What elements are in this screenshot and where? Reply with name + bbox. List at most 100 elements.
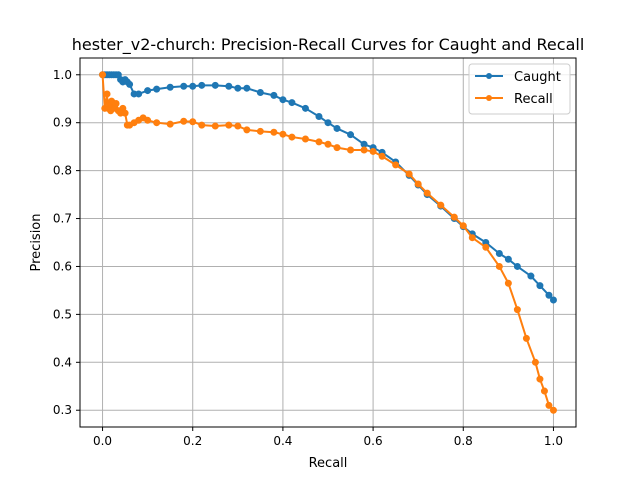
y-tick-label: 0.3 xyxy=(53,403,72,417)
data-point-caught xyxy=(324,119,332,127)
data-point-caught xyxy=(234,84,242,92)
data-point-recall xyxy=(166,120,174,128)
series-recall xyxy=(99,71,557,414)
data-point-caught xyxy=(135,90,143,98)
data-point-recall xyxy=(414,180,422,188)
data-point-recall xyxy=(270,128,278,136)
y-tick-label: 1.0 xyxy=(53,68,72,82)
data-point-caught xyxy=(360,140,368,148)
data-point-caught xyxy=(153,85,161,93)
data-point-caught xyxy=(347,131,355,139)
data-point-caught xyxy=(315,112,323,120)
chart-title: hester_v2-church: Precision-Recall Curve… xyxy=(72,35,585,55)
data-point-recall xyxy=(545,401,553,409)
data-point-recall xyxy=(360,146,368,154)
y-tick-label: 0.6 xyxy=(53,259,72,273)
data-point-recall xyxy=(112,100,120,108)
series-layer xyxy=(99,71,557,414)
data-point-recall xyxy=(450,213,458,221)
data-point-caught xyxy=(279,96,287,104)
data-point-recall xyxy=(103,90,111,98)
data-point-recall xyxy=(211,122,219,130)
x-tick-label: 0.6 xyxy=(364,434,383,448)
data-point-recall xyxy=(536,375,544,383)
data-point-caught xyxy=(144,87,152,95)
data-point-caught xyxy=(256,89,264,97)
data-point-recall xyxy=(549,406,557,414)
data-point-caught xyxy=(536,282,544,290)
y-axis-ticks: 0.3 0.4 0.5 0.6 0.7 0.8 0.9 1.0 xyxy=(53,68,80,417)
data-point-recall xyxy=(495,262,503,270)
data-point-caught xyxy=(513,262,521,270)
data-point-recall xyxy=(468,234,476,242)
x-tick-label: 0.8 xyxy=(454,434,473,448)
data-point-recall xyxy=(180,117,188,125)
data-point-recall xyxy=(301,135,309,143)
x-tick-label: 0.2 xyxy=(183,434,202,448)
data-point-recall xyxy=(256,127,264,135)
data-point-recall xyxy=(392,161,400,169)
data-point-recall xyxy=(315,138,323,146)
data-point-recall xyxy=(99,71,107,79)
data-point-caught xyxy=(198,81,206,89)
data-point-recall xyxy=(347,146,355,154)
data-point-recall xyxy=(369,147,377,155)
x-axis-ticks: 0.0 0.2 0.4 0.6 0.8 1.0 xyxy=(93,427,563,448)
data-point-caught xyxy=(243,84,251,92)
data-point-recall xyxy=(504,279,512,287)
data-point-caught xyxy=(180,82,188,90)
data-point-recall xyxy=(243,126,251,134)
data-point-caught xyxy=(527,272,535,280)
data-point-caught xyxy=(126,80,134,88)
x-tick-label: 0.0 xyxy=(93,434,112,448)
data-point-recall xyxy=(121,109,129,117)
data-point-caught xyxy=(189,82,197,90)
y-tick-label: 0.4 xyxy=(53,355,72,369)
data-point-caught xyxy=(301,104,309,112)
y-tick-label: 0.8 xyxy=(53,164,72,178)
data-point-recall xyxy=(405,170,413,178)
data-point-recall xyxy=(153,119,161,127)
data-point-caught xyxy=(288,99,296,107)
x-axis-label: Recall xyxy=(309,456,348,471)
data-point-recall xyxy=(437,201,445,209)
data-point-caught xyxy=(495,250,503,258)
data-point-recall xyxy=(189,118,197,126)
data-point-caught xyxy=(166,83,174,91)
data-point-recall xyxy=(234,122,242,130)
data-point-caught xyxy=(545,291,553,299)
legend-marker-recall xyxy=(486,95,492,101)
data-point-recall xyxy=(288,133,296,141)
data-point-caught xyxy=(270,91,278,99)
x-tick-label: 0.4 xyxy=(273,434,292,448)
data-point-recall xyxy=(225,121,233,129)
data-point-caught xyxy=(504,255,512,263)
y-tick-label: 0.7 xyxy=(53,212,72,226)
y-axis-label: Precision xyxy=(29,213,44,271)
data-point-caught xyxy=(225,82,233,90)
y-tick-label: 0.9 xyxy=(53,116,72,130)
data-point-recall xyxy=(279,130,287,138)
data-point-recall xyxy=(144,116,152,124)
legend-marker-caught xyxy=(486,73,492,79)
data-point-recall xyxy=(459,222,467,230)
legend-label-recall: Recall xyxy=(514,92,553,107)
legend: Caught Recall xyxy=(468,63,571,115)
data-point-caught xyxy=(333,124,341,132)
data-point-recall xyxy=(333,144,341,152)
data-point-caught xyxy=(549,296,557,304)
data-point-recall xyxy=(522,334,530,342)
data-point-recall xyxy=(423,189,431,197)
plot-frame xyxy=(79,57,577,428)
data-point-recall xyxy=(482,243,490,251)
data-point-recall xyxy=(531,358,539,366)
data-point-recall xyxy=(540,387,548,395)
data-point-recall xyxy=(198,121,206,129)
data-point-recall xyxy=(378,152,386,160)
data-point-caught xyxy=(211,81,219,89)
x-tick-label: 1.0 xyxy=(544,434,563,448)
y-tick-label: 0.5 xyxy=(53,307,72,321)
legend-label-caught: Caught xyxy=(514,70,561,85)
data-point-recall xyxy=(513,306,521,314)
